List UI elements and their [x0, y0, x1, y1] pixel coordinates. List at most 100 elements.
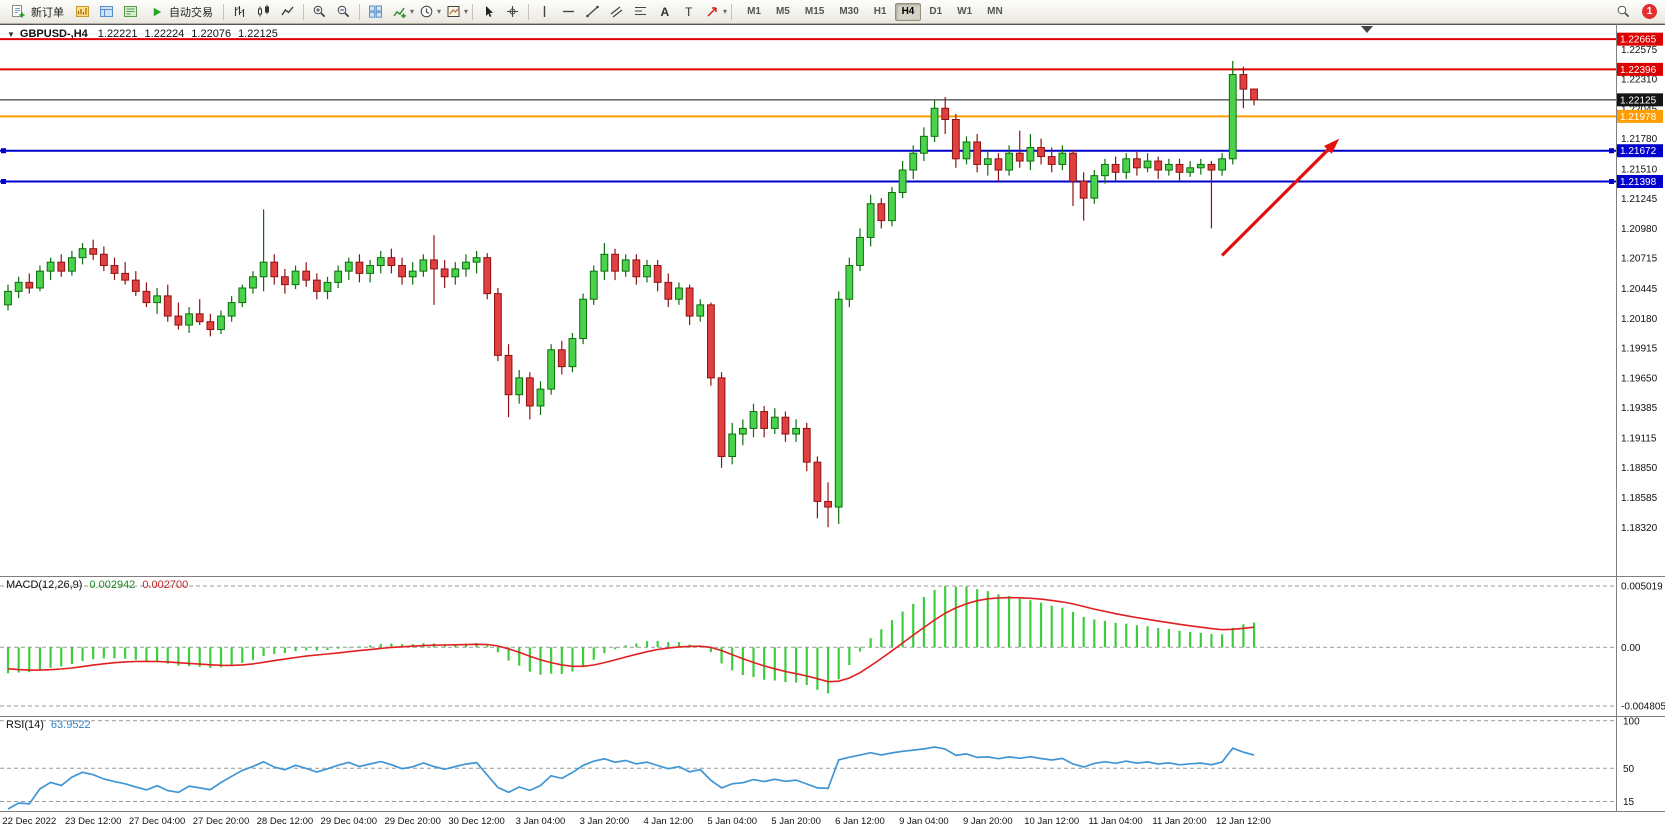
time-axis[interactable]: 22 Dec 2022 23 Dec 12:00 27 Dec 04:00 27 De… — [2, 816, 1271, 827]
candlestick-chart-icon[interactable] — [252, 1, 275, 22]
horizontal-line-icon[interactable] — [557, 1, 580, 22]
one-click-trading-toggle[interactable]: ▼ — [7, 30, 15, 39]
timeframe-m1-button[interactable]: M1 — [747, 5, 761, 17]
timeframe-m30-button[interactable]: M30 — [839, 5, 859, 17]
ohlc-low: 1.22076 — [191, 28, 232, 40]
rsi-label: RSI(14) — [6, 719, 44, 731]
candle — [142, 290, 151, 304]
crosshair-icon[interactable] — [501, 1, 524, 22]
timeframe-m15-button[interactable]: M15 — [804, 5, 825, 17]
candle — [163, 295, 172, 317]
bar-chart-icon[interactable] — [228, 1, 251, 22]
tile-windows-icon[interactable] — [364, 1, 387, 22]
candle — [110, 265, 119, 274]
candle — [249, 276, 257, 289]
candles-layer[interactable] — [4, 61, 1258, 528]
svg-text:1.20715: 1.20715 — [1621, 254, 1658, 265]
rsi-levels — [0, 720, 1616, 802]
svg-text:1.22125: 1.22125 — [1620, 95, 1657, 106]
timeframe-h1-button[interactable]: H1 — [873, 5, 887, 17]
trendline-icon[interactable] — [581, 1, 604, 22]
svg-text:10 Jan 12:00: 10 Jan 12:00 — [1024, 816, 1079, 827]
candle — [1101, 163, 1109, 177]
autotrading-button[interactable]: 自动交易 — [143, 1, 219, 22]
candle — [1133, 158, 1141, 169]
candle — [973, 141, 982, 165]
candle — [1164, 163, 1173, 171]
candle — [1143, 160, 1152, 169]
svg-text:15: 15 — [1623, 797, 1635, 808]
svg-text:1.21510: 1.21510 — [1621, 164, 1658, 175]
rsi-title: RSI(14) 63.9522 — [6, 719, 91, 731]
timeframe-mn-button[interactable]: MN — [987, 5, 1003, 17]
new-order-button[interactable]: 新订单 — [4, 1, 70, 22]
timeframe-d1-button[interactable]: D1 — [929, 5, 943, 17]
dropdown-caret[interactable]: ▾ — [437, 7, 442, 16]
candle — [802, 427, 811, 463]
price-marker-1.21398 — [1617, 175, 1663, 189]
candle — [302, 270, 311, 281]
indicators-icon[interactable] — [388, 1, 411, 22]
price-lines[interactable] — [0, 38, 1616, 185]
timeframe-m5-button[interactable]: M5 — [775, 5, 790, 17]
candle — [1058, 152, 1067, 165]
arrows-icon[interactable] — [701, 1, 724, 22]
dropdown-caret[interactable]: ▾ — [410, 7, 415, 16]
label-icon[interactable]: T — [677, 1, 700, 22]
svg-text:11 Jan 04:00: 11 Jan 04:00 — [1088, 816, 1142, 827]
candle — [525, 377, 534, 407]
svg-text:22 Dec 2022: 22 Dec 2022 — [2, 816, 56, 827]
navigator-icon[interactable] — [119, 1, 142, 22]
fibonacci-icon[interactable] — [629, 1, 652, 22]
dropdown-caret[interactable]: ▾ — [464, 7, 469, 16]
price-axis[interactable]: 1.22575 1.22310 1.22045 1.21780 1.21510 1.212… — [1621, 45, 1665, 808]
svg-text:11 Jan 20:00: 11 Jan 20:00 — [1152, 816, 1206, 827]
candle — [121, 272, 130, 281]
market-watch-icon[interactable] — [71, 1, 94, 22]
search-icon[interactable] — [1612, 1, 1635, 22]
periods-icon[interactable] — [415, 1, 438, 22]
candle — [483, 257, 492, 295]
notification-badge[interactable]: 1 — [1642, 4, 1657, 19]
dropdown-caret[interactable]: ▾ — [723, 7, 728, 16]
candle — [419, 259, 428, 272]
templates-icon[interactable] — [442, 1, 465, 22]
zoom-in-icon[interactable] — [308, 1, 331, 22]
chart-shift-marker[interactable] — [1361, 26, 1373, 33]
price-marker-1.22125 — [1617, 93, 1663, 107]
svg-text:3 Jan 20:00: 3 Jan 20:00 — [580, 816, 630, 827]
line-chart-icon[interactable] — [276, 1, 299, 22]
candle — [962, 141, 971, 160]
toolbar: 新订单 自动交易 — [0, 0, 1665, 24]
svg-text:100: 100 — [1623, 716, 1640, 727]
candle — [696, 304, 705, 317]
text-icon[interactable]: A — [653, 1, 676, 22]
timeframe-w1-button[interactable]: W1 — [957, 5, 973, 17]
trend-arrow[interactable] — [1220, 138, 1340, 257]
svg-text:6 Jan 12:00: 6 Jan 12:00 — [835, 816, 885, 827]
channel-icon[interactable] — [605, 1, 628, 22]
candle — [1175, 163, 1184, 173]
rsi-value: 63.9522 — [50, 719, 91, 731]
candle — [259, 261, 268, 278]
new-order-icon — [10, 1, 27, 22]
panel-separators[interactable] — [0, 24, 1665, 812]
data-window-icon[interactable] — [95, 1, 118, 22]
macd-signal-line — [7, 596, 1255, 683]
macd-title: MACD(12,26,9) 0.002942 0.002700 — [6, 579, 188, 591]
timeframe-h4-button[interactable]: H4 — [894, 2, 922, 21]
zoom-out-icon[interactable] — [332, 1, 355, 22]
vertical-line-icon[interactable] — [533, 1, 556, 22]
candle — [1122, 158, 1131, 173]
candle — [281, 276, 289, 286]
svg-text:0.00: 0.00 — [1621, 643, 1641, 654]
candle — [440, 268, 449, 278]
candle — [1196, 163, 1205, 169]
svg-text:30 Dec 12:00: 30 Dec 12:00 — [448, 816, 505, 827]
candle — [68, 257, 76, 272]
cursor-icon[interactable] — [477, 1, 500, 22]
svg-text:28 Dec 12:00: 28 Dec 12:00 — [257, 816, 314, 827]
price-marker-labels[interactable]: 1.22665 1.22396 1.22125 1.21978 1.21672 1.213… — [1617, 32, 1663, 189]
toolbar-separator — [528, 3, 530, 20]
